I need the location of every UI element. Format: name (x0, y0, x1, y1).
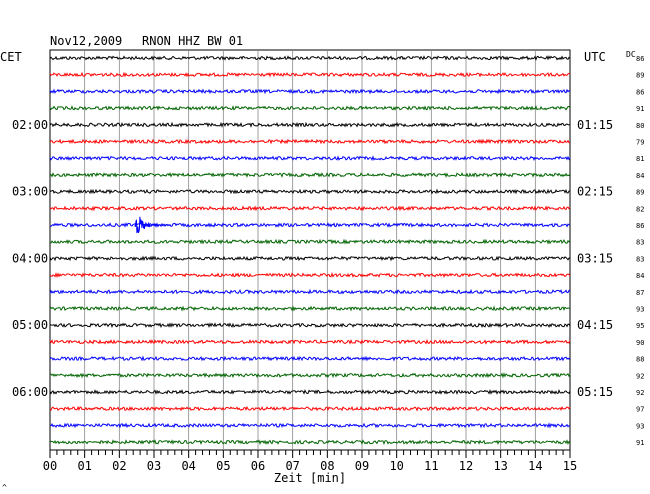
dc-offset-label: 84 (636, 272, 644, 280)
trace-7 (49, 172, 571, 178)
dc-offset-label: 83 (636, 239, 644, 247)
trace-16 (49, 322, 571, 329)
trace-13 (49, 272, 571, 279)
left-timezone-label: CET (0, 50, 22, 64)
dc-offset-label: 86 (636, 88, 644, 96)
trace-18 (49, 355, 571, 362)
dc-offset-label: 92 (636, 389, 644, 397)
right-hour-label: 04:15 (577, 318, 613, 332)
x-tick-label: 04 (181, 459, 195, 473)
dc-offset-label: 82 (636, 205, 644, 213)
dc-offset-label: 95 (636, 322, 644, 330)
trace-2 (49, 88, 571, 95)
trace-23 (49, 439, 571, 446)
left-hour-label: 04:00 (12, 251, 48, 265)
trace-20 (49, 389, 571, 395)
dc-offset-label: 87 (636, 289, 644, 297)
x-tick-label: 01 (77, 459, 91, 473)
left-hour-label: 03:00 (12, 185, 48, 199)
dc-offset-label: 93 (636, 306, 644, 314)
dc-offset-label: 81 (636, 155, 644, 163)
right-hour-label: 02:15 (577, 185, 613, 199)
dc-offset-label: 89 (636, 72, 644, 80)
dc-header-label: DC (626, 50, 636, 59)
left-hour-label: 02:00 (12, 118, 48, 132)
corner-mark: ^ (2, 483, 7, 492)
dc-offset-label: 90 (636, 339, 644, 347)
trace-8 (49, 188, 571, 195)
x-axis-title: Zeit [min] (274, 471, 346, 485)
x-axis: 00 01 02 03 04 05 06 07 08 09 10 11 12 13 14 15 (43, 450, 577, 473)
trace-1 (49, 71, 571, 78)
x-tick-label: 11 (424, 459, 438, 473)
right-hour-labels: 01:15 02:15 03:15 04:15 05:15 (577, 118, 613, 399)
x-tick-label: 06 (251, 459, 265, 473)
seismic-traces (49, 55, 571, 446)
trace-17 (49, 338, 571, 345)
x-tick-label: 02 (112, 459, 126, 473)
date-label: Nov12,2009 (50, 34, 122, 48)
trace-12 (49, 255, 571, 262)
left-hour-labels: 02:00 03:00 04:00 05:00 06:00 (12, 118, 48, 399)
trace-6 (49, 155, 571, 162)
dc-offset-label: 91 (636, 105, 644, 113)
minute-gridlines (84, 50, 536, 450)
x-tick-label: 12 (459, 459, 473, 473)
dc-offset-label: 83 (636, 255, 644, 263)
trace-5 (49, 138, 571, 145)
trace-14 (49, 288, 571, 295)
dc-offset-label: 91 (636, 439, 644, 447)
event-waveform-0 (134, 216, 171, 234)
x-tick-label: 07 (285, 459, 299, 473)
dc-offset-label: 88 (636, 356, 644, 364)
dc-offset-label: 86 (636, 55, 644, 63)
dc-offset-label: 92 (636, 372, 644, 380)
trace-3 (49, 105, 571, 111)
right-hour-label: 01:15 (577, 118, 613, 132)
x-tick-label: 00 (43, 459, 57, 473)
dc-offset-label: 84 (636, 172, 644, 180)
plot-frame (49, 49, 571, 451)
trace-22 (49, 422, 571, 429)
dc-offset-label: 86 (636, 222, 644, 230)
x-tick-label: 13 (493, 459, 507, 473)
trace-10 (49, 222, 571, 228)
dc-offset-label: 80 (636, 122, 644, 130)
x-tick-label: 08 (320, 459, 334, 473)
dc-offset-labels: 86 89 86 91 80 79 81 84 89 82 86 83 83 84 87 93 95 90 88 92… (636, 55, 644, 447)
trace-19 (49, 372, 571, 379)
dc-offset-label: 89 (636, 189, 644, 197)
right-hour-label: 05:15 (577, 385, 613, 399)
dc-offset-label: 79 (636, 139, 644, 147)
right-hour-label: 03:15 (577, 251, 613, 265)
x-tick-label: 14 (528, 459, 542, 473)
trace-21 (49, 405, 571, 412)
x-tick-label: 09 (355, 459, 369, 473)
trace-9 (49, 205, 571, 212)
dc-offset-label: 93 (636, 422, 644, 430)
trace-4 (49, 121, 571, 128)
station-label: RNON HHZ BW 01 (142, 34, 243, 48)
right-timezone-label: UTC (584, 50, 606, 64)
trace-11 (49, 238, 571, 245)
x-tick-label: 10 (389, 459, 403, 473)
event-marks (134, 216, 171, 234)
left-hour-label: 05:00 (12, 318, 48, 332)
trace-0 (49, 55, 571, 61)
dc-offset-label: 97 (636, 406, 644, 414)
x-tick-label: 15 (563, 459, 577, 473)
left-hour-label: 06:00 (12, 385, 48, 399)
trace-15 (49, 305, 571, 312)
x-tick-label: 05 (216, 459, 230, 473)
x-tick-label: 03 (147, 459, 161, 473)
